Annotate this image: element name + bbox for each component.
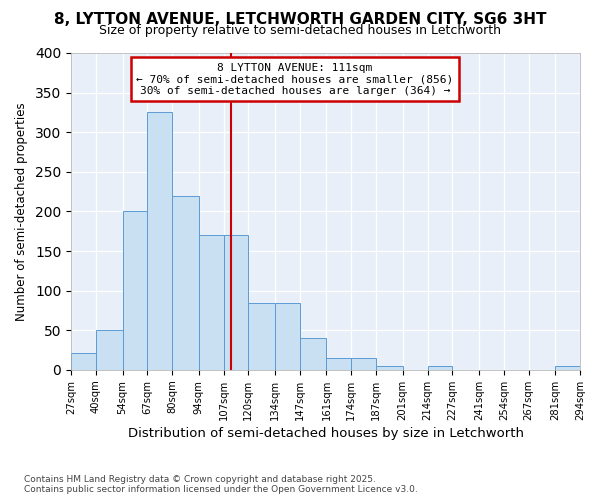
Bar [122, 212, 147, 370]
Bar [275, 302, 300, 370]
X-axis label: Distribution of semi-detached houses by size in Letchworth: Distribution of semi-detached houses by … [128, 427, 524, 440]
Bar [224, 236, 248, 370]
Bar [376, 366, 403, 370]
Text: Contains HM Land Registry data © Crown copyright and database right 2025.
Contai: Contains HM Land Registry data © Crown c… [24, 474, 418, 494]
Bar [71, 352, 96, 370]
Bar [300, 338, 326, 370]
Text: 8, LYTTON AVENUE, LETCHWORTH GARDEN CITY, SG6 3HT: 8, LYTTON AVENUE, LETCHWORTH GARDEN CITY… [54, 12, 546, 28]
Bar [248, 302, 275, 370]
Bar [172, 196, 199, 370]
Bar [326, 358, 351, 370]
Bar [199, 236, 224, 370]
Text: 8 LYTTON AVENUE: 111sqm
← 70% of semi-detached houses are smaller (856)
30% of s: 8 LYTTON AVENUE: 111sqm ← 70% of semi-de… [136, 62, 454, 96]
Bar [555, 366, 580, 370]
Bar [147, 112, 172, 370]
Bar [428, 366, 452, 370]
Bar [351, 358, 376, 370]
Text: Size of property relative to semi-detached houses in Letchworth: Size of property relative to semi-detach… [99, 24, 501, 37]
Bar [96, 330, 122, 370]
Y-axis label: Number of semi-detached properties: Number of semi-detached properties [15, 102, 28, 321]
